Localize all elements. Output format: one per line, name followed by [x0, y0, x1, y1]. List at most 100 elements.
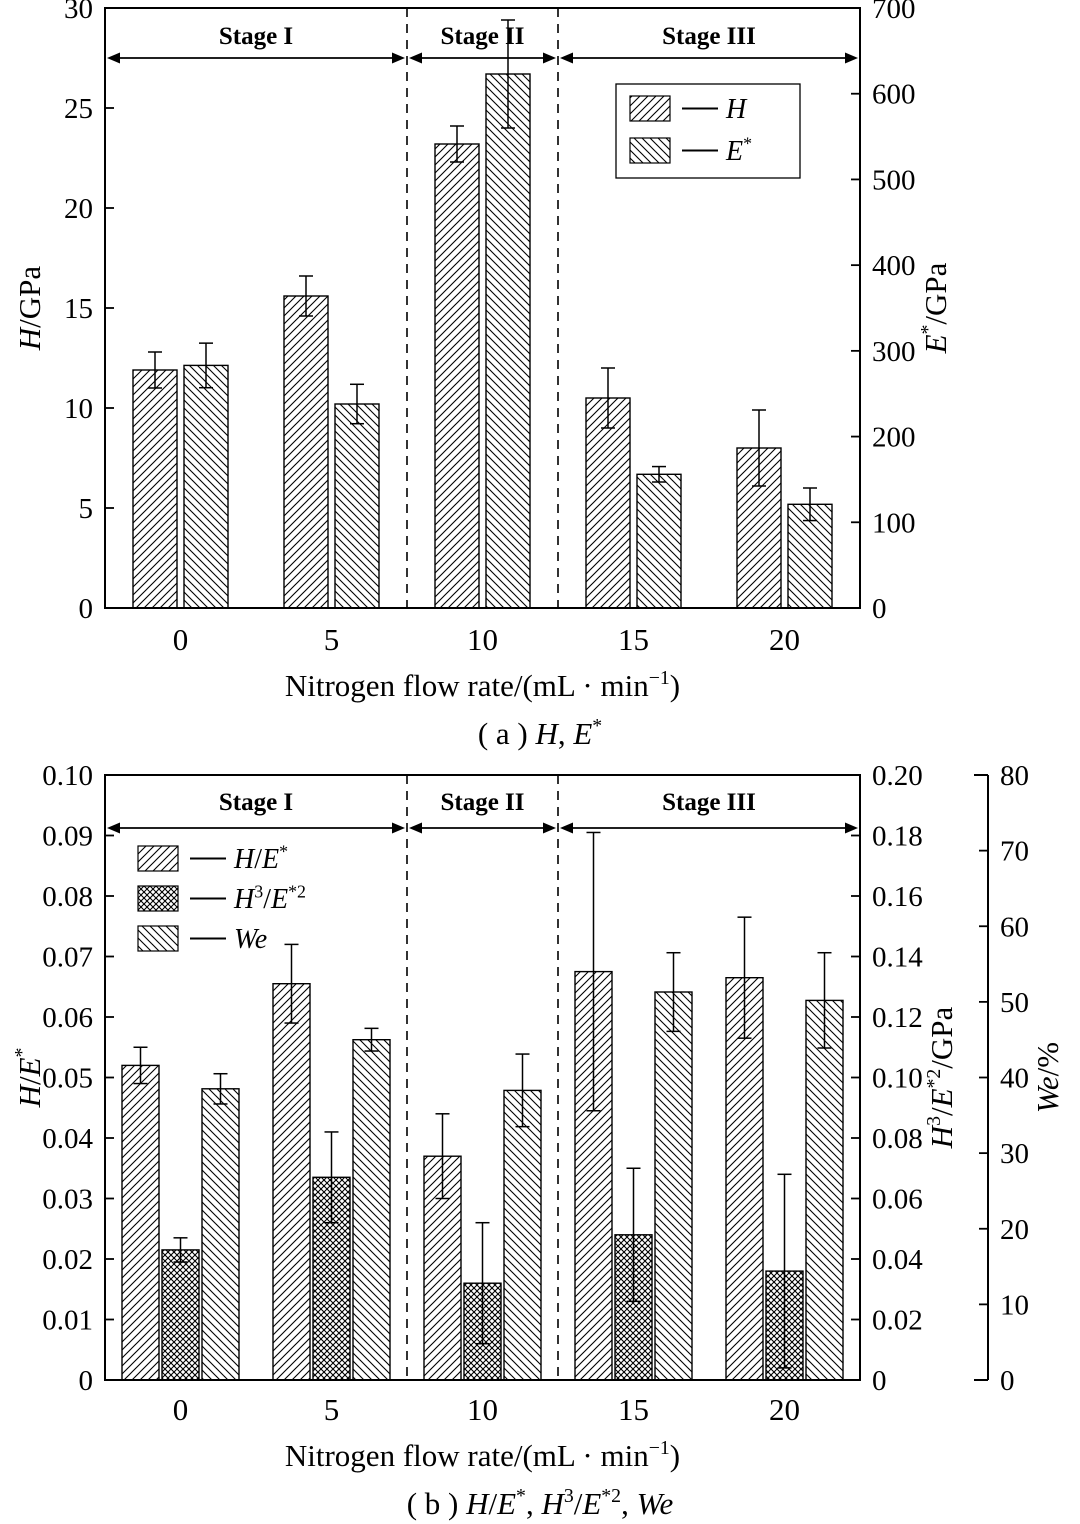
bar-We-10	[503, 1089, 542, 1381]
y-tick-label: 5	[79, 493, 94, 525]
y-tick-label: 0	[1000, 1365, 1015, 1397]
y-tick-label: 30	[1000, 1138, 1029, 1170]
y-tick-label: 0.02	[42, 1244, 93, 1276]
y-tick-label: 70	[1000, 836, 1029, 868]
panel-caption: ( b ) H/E*, H3/E*2, We	[407, 1485, 674, 1521]
y-axis-title: H3/E*2/GPa	[923, 1006, 959, 1149]
arrowhead-icon	[543, 822, 556, 834]
y-tick-label: 0.05	[42, 1063, 93, 1095]
arrowhead-icon	[560, 822, 573, 834]
y-tick-label: 0.06	[42, 1002, 93, 1034]
y-axis-title: We/%	[1030, 1042, 1065, 1113]
x-tick-label: 0	[173, 622, 189, 657]
panel-b-chart: Stage I Stage II Stage III 0 0.01 0.02 0.03 0.0…	[11, 760, 1065, 1521]
y-tick-label: 600	[872, 79, 916, 111]
panel-a-chart: Stage I Stage II Stage III 0 5 10 15 20 25 30 H/GP…	[12, 0, 953, 751]
y-tick-label: 0	[79, 593, 94, 625]
arrowhead-icon	[845, 52, 858, 64]
bar-H-10	[434, 143, 480, 609]
y-tick-label: 20	[64, 193, 93, 225]
panel-caption: ( a ) H, E*	[478, 715, 602, 751]
y-tick-label: 0.04	[42, 1123, 93, 1155]
x-tick-label: 5	[324, 622, 340, 657]
y-tick-label: 300	[872, 336, 916, 368]
y-tick-label: 80	[1000, 760, 1029, 792]
bar-H/E*-5	[272, 982, 311, 1381]
y-tick-label: 0.03	[42, 1184, 93, 1216]
y-tick-label: 0.04	[872, 1244, 923, 1276]
y-tick-label: 10	[64, 393, 93, 425]
legend-swatch	[137, 845, 179, 872]
y-tick-label: 500	[872, 164, 916, 196]
x-tick-label: 15	[618, 1392, 649, 1427]
y-tick-label: 700	[872, 0, 916, 25]
y-tick-label: 0.16	[872, 881, 923, 913]
y-tick-label: 0	[872, 1365, 887, 1397]
x-axis-title: Nitrogen flow rate/(mL · min−1)	[285, 667, 680, 703]
y-tick-label: 0.14	[872, 942, 923, 974]
arrowhead-icon	[107, 52, 120, 64]
y-tick-label: 0	[79, 1365, 94, 1397]
legend-label: H3/E*2	[233, 881, 306, 915]
bar-We-0	[201, 1088, 240, 1381]
y-tick-label: 200	[872, 422, 916, 454]
legend-swatch	[629, 95, 671, 122]
y-tick-label: 20	[1000, 1214, 1029, 1246]
bar-H-0	[132, 369, 178, 609]
arrowhead-icon	[107, 822, 120, 834]
legend-label: We	[234, 924, 267, 955]
y-tick-label: 0.01	[42, 1305, 93, 1337]
y-tick-label: 0.09	[42, 821, 93, 853]
y-tick-label: 0.20	[872, 760, 923, 792]
bar-H-15	[585, 397, 631, 609]
bar-E*-15	[636, 473, 682, 609]
arrowhead-icon	[543, 52, 556, 64]
bar-E*-0	[183, 364, 229, 609]
bar-We-20	[805, 999, 844, 1381]
y-tick-label: 400	[872, 250, 916, 282]
y-tick-label: 100	[872, 507, 916, 539]
x-tick-label: 15	[618, 622, 649, 657]
arrowhead-icon	[409, 52, 422, 64]
arrowhead-icon	[392, 822, 405, 834]
arrowhead-icon	[560, 52, 573, 64]
bar-H3/E*2-0	[161, 1249, 200, 1381]
x-tick-label: 10	[467, 622, 498, 657]
bar-We-15	[654, 991, 693, 1381]
bar-E*-20	[787, 503, 833, 609]
y-axis-title: H/GPa	[12, 266, 47, 352]
stage-label: Stage III	[662, 789, 756, 816]
stage-label: Stage I	[219, 23, 293, 50]
bar-H-5	[283, 295, 329, 609]
x-tick-label: 0	[173, 1392, 189, 1427]
bar-H/E*-20	[725, 976, 764, 1381]
y-tick-label: 0.10	[872, 1063, 923, 1095]
legend-swatch	[137, 925, 179, 952]
x-tick-label: 20	[769, 1392, 800, 1427]
y-tick-label: 50	[1000, 987, 1029, 1019]
x-tick-label: 10	[467, 1392, 498, 1427]
bar-We-5	[352, 1039, 391, 1381]
y-tick-label: 10	[1000, 1289, 1029, 1321]
arrowhead-icon	[392, 52, 405, 64]
y-tick-label: 0.06	[872, 1184, 923, 1216]
y-tick-label: 0.08	[42, 881, 93, 913]
y-axis-title: E*/GPa	[917, 262, 953, 354]
legend-label: H/E*	[233, 841, 288, 875]
y-tick-label: 60	[1000, 911, 1029, 943]
x-tick-label: 5	[324, 1392, 340, 1427]
y-tick-label: 0.08	[872, 1123, 923, 1155]
legend-swatch	[629, 137, 671, 164]
x-axis-title: Nitrogen flow rate/(mL · min−1)	[285, 1437, 680, 1473]
y-tick-label: 15	[64, 293, 93, 325]
stage-label: Stage II	[440, 789, 524, 816]
y-tick-label: 0.18	[872, 821, 923, 853]
y-tick-label: 0.10	[42, 760, 93, 792]
stage-label: Stage II	[440, 23, 524, 50]
legend-label: E*	[725, 133, 752, 167]
stage-label: Stage I	[219, 789, 293, 816]
legend-swatch	[137, 885, 179, 912]
y-tick-label: 0.12	[872, 1002, 923, 1034]
arrowhead-icon	[845, 822, 858, 834]
